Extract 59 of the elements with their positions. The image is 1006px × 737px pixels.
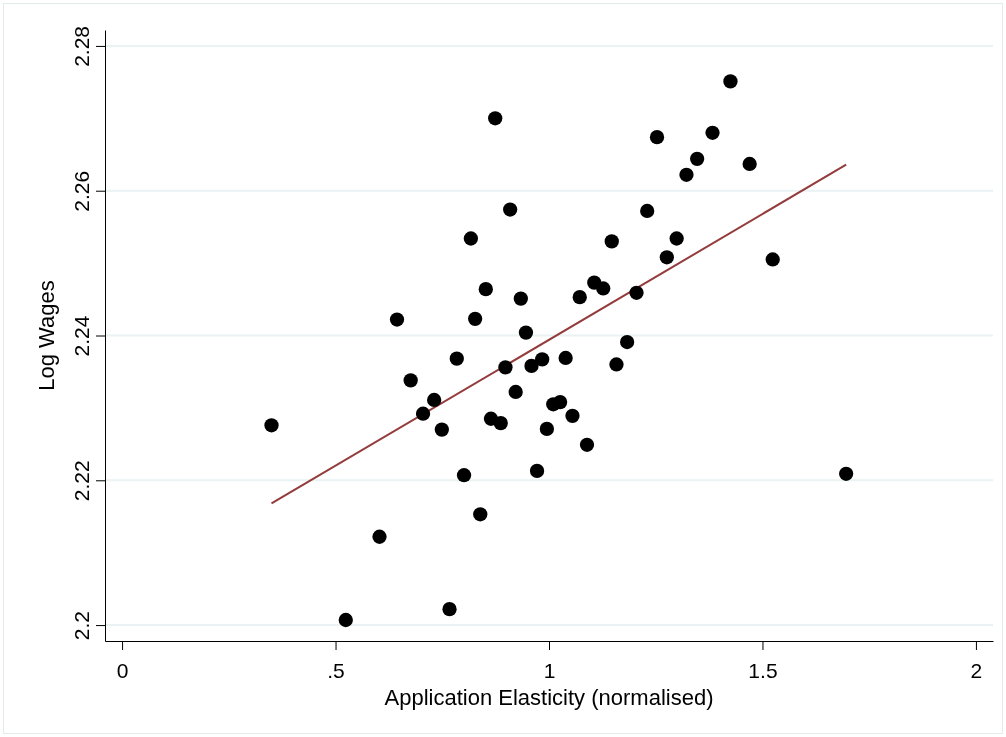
point	[839, 466, 854, 481]
point	[640, 203, 655, 219]
point	[669, 231, 684, 246]
point	[565, 408, 580, 423]
point	[529, 463, 545, 478]
point	[552, 394, 568, 410]
x-tick-label: 0	[116, 659, 129, 683]
point	[442, 602, 457, 617]
point	[513, 291, 528, 306]
point	[596, 281, 611, 296]
point	[579, 437, 595, 452]
point	[619, 334, 635, 350]
y-tick-label: 2.22	[70, 460, 93, 502]
point	[264, 418, 279, 433]
y-tick-label: 2.26	[70, 170, 93, 212]
point	[629, 285, 644, 300]
point	[518, 325, 534, 340]
point	[765, 252, 780, 267]
point	[524, 358, 539, 374]
x-tick-label: .5	[327, 659, 345, 683]
point	[508, 384, 523, 400]
point	[488, 111, 503, 126]
point	[604, 234, 619, 249]
point	[338, 612, 353, 628]
point	[659, 250, 674, 265]
x-tick-label: 1.5	[748, 659, 778, 683]
y-axis-title: Log Wages	[34, 280, 59, 391]
point	[705, 125, 720, 140]
point	[742, 156, 757, 172]
point	[434, 422, 449, 437]
point	[535, 352, 550, 367]
point	[449, 351, 464, 366]
point	[649, 130, 665, 145]
point	[723, 74, 738, 89]
point	[493, 415, 508, 431]
point	[609, 357, 624, 372]
point	[372, 529, 387, 544]
point	[572, 290, 587, 305]
point	[427, 392, 442, 408]
x-axis-title: Application Elasticity (normalised)	[384, 685, 714, 710]
point	[415, 406, 431, 421]
point	[539, 421, 554, 437]
y-tick-label: 2.24	[70, 315, 93, 357]
point	[473, 507, 488, 522]
point	[468, 311, 483, 326]
x-tick-label: 2	[970, 659, 983, 683]
point	[690, 151, 705, 166]
point	[503, 202, 518, 217]
point	[389, 312, 405, 327]
point	[478, 282, 493, 297]
point	[463, 231, 479, 246]
point	[456, 468, 472, 483]
point	[403, 373, 418, 388]
point	[498, 360, 513, 375]
point	[558, 350, 573, 366]
x-tick-label: 1	[543, 659, 556, 683]
point	[679, 167, 694, 182]
y-tick-label: 2.2	[70, 610, 93, 641]
y-tick-label: 2.28	[70, 25, 93, 67]
